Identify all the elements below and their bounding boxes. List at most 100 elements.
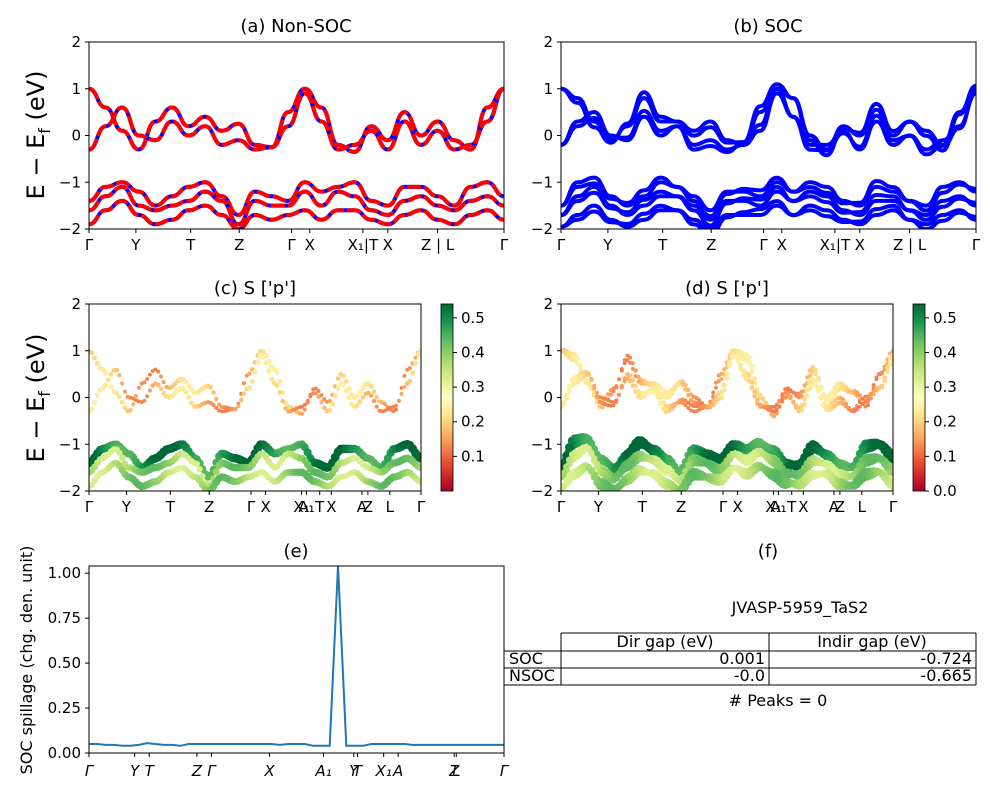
x-tick-label: Γ: [85, 236, 94, 254]
projected-point: [122, 405, 128, 411]
x-tick-label: X: [777, 236, 787, 254]
projected-point: [807, 379, 813, 386]
projected-point: [211, 390, 216, 395]
projected-point: [724, 375, 730, 381]
projected-point: [108, 384, 114, 390]
projected-point: [871, 383, 876, 387]
projected-point: [774, 408, 779, 413]
y-tick-label: 0: [71, 127, 81, 145]
projected-point: [114, 367, 119, 373]
y-tick-label: 2: [71, 295, 81, 313]
x-tick-label: T: [314, 498, 325, 516]
projected-point: [813, 367, 818, 373]
band-line-nonsoc: [89, 198, 504, 229]
colorbar-tick-label: 0.4: [933, 343, 957, 361]
projected-point: [868, 396, 874, 401]
projected-point: [330, 401, 335, 407]
projected-point: [889, 484, 893, 491]
projected-point: [208, 400, 213, 405]
x-tick-label: T: [145, 762, 156, 780]
band-line-nonsoc: [89, 184, 504, 227]
projected-point: [193, 460, 200, 468]
projected-point: [418, 348, 421, 354]
panel-b-title: (b) SOC: [733, 16, 802, 37]
projected-point: [724, 371, 730, 377]
y-tick-label: 2: [543, 295, 553, 313]
projected-point: [752, 376, 758, 382]
projected-point: [885, 365, 890, 371]
projected-point: [746, 372, 752, 378]
x-tick-label: A₁: [770, 498, 786, 516]
spillage-line: [89, 566, 504, 747]
projected-point: [383, 408, 387, 413]
projected-point: [813, 371, 818, 377]
projected-point: [300, 404, 304, 409]
colorbar-tick-label: 0.4: [461, 343, 485, 361]
projected-point: [105, 377, 111, 383]
projected-point: [614, 385, 619, 390]
x-tick-label: X: [260, 498, 270, 516]
projected-point: [566, 456, 573, 464]
projected-point: [874, 375, 879, 380]
projected-point: [697, 398, 702, 403]
projected-point: [563, 463, 570, 471]
projected-point: [354, 393, 360, 399]
projected-point: [799, 389, 804, 394]
projected-point: [335, 376, 341, 381]
projected-point: [611, 403, 616, 408]
projected-point: [316, 389, 321, 393]
projected-point: [343, 379, 349, 384]
projected-point: [691, 409, 696, 414]
projected-point: [280, 398, 286, 404]
y-axis-label-spillage: SOC spillage (chg. den. unit): [17, 546, 36, 775]
x-tick-label: Y: [130, 762, 141, 780]
projected-point: [145, 394, 150, 399]
y-tick-label: 1: [71, 80, 81, 98]
projected-point: [777, 404, 782, 409]
projected-point: [575, 355, 581, 361]
projected-point: [357, 399, 363, 404]
projected-point: [155, 382, 161, 388]
x-tick-label: Γ: [85, 498, 94, 516]
y-tick-label: 2: [71, 33, 81, 51]
projected-point: [749, 363, 755, 370]
projected-point: [117, 373, 122, 378]
projected-point: [890, 352, 893, 358]
y-tick-label: 0: [543, 389, 553, 407]
x-tick-label: Z: [448, 762, 460, 780]
projected-point: [561, 469, 568, 477]
projected-point: [679, 473, 686, 481]
projected-point: [686, 406, 691, 410]
projected-point: [889, 469, 893, 477]
projected-point: [617, 392, 622, 397]
projected-point: [866, 399, 871, 404]
projected-point: [799, 403, 805, 409]
colorbar-tick-label: 0.1: [933, 447, 957, 465]
band-line-soc: [561, 199, 976, 229]
projected-point: [586, 371, 591, 377]
projected-point: [100, 367, 106, 373]
projected-point: [249, 378, 255, 384]
table-col-indir-gap: Indir gap (eV): [817, 632, 927, 651]
projected-point: [769, 405, 774, 409]
colorbar-tick-label: 0.2: [461, 413, 485, 431]
band-line-soc: [561, 184, 976, 228]
x-tick-label: Γ: [500, 762, 510, 780]
projected-point: [214, 396, 219, 402]
projected-point: [566, 388, 572, 394]
projected-point: [247, 385, 252, 390]
peaks-label: # Peaks = 0: [729, 691, 828, 710]
projected-point: [277, 390, 283, 395]
projected-point: [788, 395, 793, 401]
projected-point: [711, 390, 716, 395]
projected-point: [757, 392, 763, 398]
projected-point: [700, 401, 704, 405]
y-tick-label: −1: [531, 435, 553, 453]
panel-e-spillage: [89, 566, 504, 747]
projected-point: [116, 449, 123, 456]
projected-point: [266, 368, 272, 374]
x-tick-label: Z | L: [421, 236, 455, 254]
projected-point: [148, 372, 152, 377]
projected-point: [327, 407, 333, 413]
x-tick-label: T: [786, 498, 797, 516]
